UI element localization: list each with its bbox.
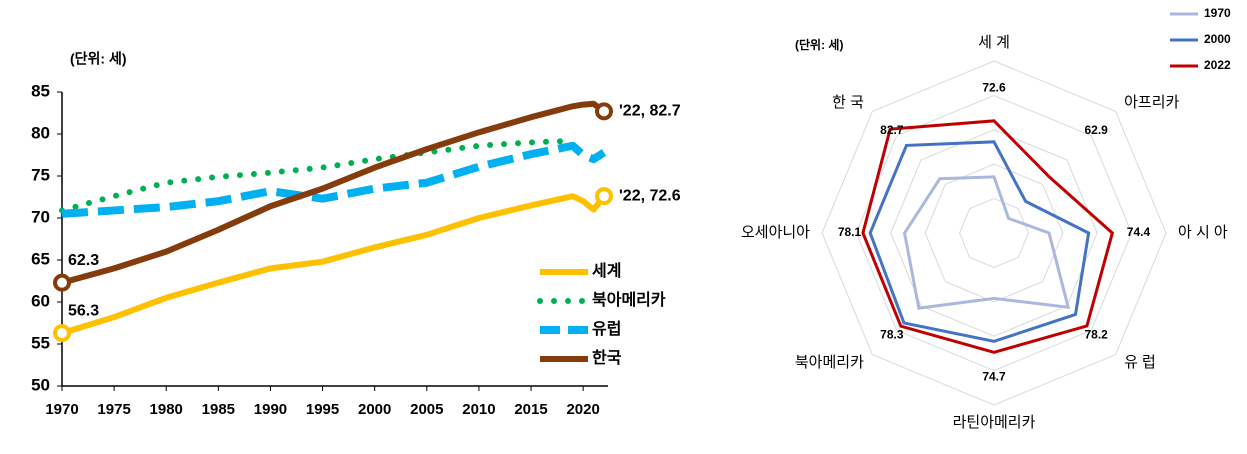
- legend-label: 1970: [1204, 6, 1231, 20]
- category-label: 오세아니아: [741, 224, 810, 241]
- legend-label: 2000: [1204, 32, 1231, 46]
- category-label: 세 계: [978, 34, 1010, 51]
- x-tick-label: 2010: [462, 401, 495, 418]
- end-marker: [53, 273, 71, 292]
- radar-series: [861, 119, 1115, 354]
- radar-series: [902, 175, 1071, 310]
- grid-ring: [924, 163, 1064, 303]
- x-tick-label: 2015: [514, 401, 547, 418]
- data-label: 78.3: [880, 327, 904, 341]
- y-tick-label: 75: [31, 165, 50, 184]
- category-label: 아프리카: [1124, 94, 1179, 111]
- legend-label: 한국: [592, 348, 622, 367]
- series-line: [61, 193, 607, 336]
- grid-ring: [959, 198, 1029, 268]
- y-tick-label: 55: [31, 333, 50, 352]
- grid-ring: [821, 60, 1167, 406]
- x-tick-label: 1970: [45, 401, 78, 418]
- data-label: 72.6: [982, 81, 1006, 95]
- series-line: [61, 100, 606, 286]
- data-label: 82.7: [880, 123, 904, 137]
- data-label: 74.4: [1127, 225, 1151, 239]
- y-tick-label: 85: [31, 81, 50, 100]
- x-tick-label: 2000: [358, 401, 391, 418]
- x-tick-label: 2020: [566, 401, 599, 418]
- subtitle: (단위: 세): [795, 37, 843, 52]
- category-label: 유 럽: [1124, 354, 1156, 371]
- x-tick-label: 1985: [202, 401, 235, 418]
- category-label: 아 시 아: [1178, 224, 1228, 241]
- x-tick-label: 1980: [150, 401, 183, 418]
- legend-label: 세계: [592, 261, 621, 280]
- grid-ring: [890, 129, 1098, 337]
- y-tick-label: 80: [31, 123, 50, 142]
- y-tick-label: 65: [31, 249, 50, 268]
- end-marker: [595, 187, 613, 206]
- data-label: '22, 72.6: [619, 187, 681, 204]
- data-label: 62.9: [1084, 123, 1108, 137]
- x-tick-label: 1990: [254, 401, 287, 418]
- legend-label: 북아메리카: [592, 291, 666, 309]
- x-tick-label: 1995: [306, 401, 339, 418]
- series-line: [59, 137, 576, 214]
- y-tick-label: 50: [31, 375, 50, 394]
- end-marker: [595, 102, 613, 121]
- category-label: 북아메리카: [795, 354, 864, 371]
- x-tick-label: 2005: [410, 401, 443, 418]
- data-label: 78.1: [838, 225, 862, 239]
- data-label: 78.2: [1084, 327, 1108, 341]
- radar-series: [868, 140, 1091, 343]
- grid-ring: [855, 94, 1133, 372]
- x-tick-label: 1975: [97, 401, 130, 418]
- category-label: 라틴아메리카: [953, 414, 1036, 431]
- end-marker: [53, 324, 71, 343]
- subtitle: (단위: 세): [70, 51, 127, 67]
- series-line: [61, 141, 607, 218]
- data-label: 74.7: [982, 370, 1006, 384]
- data-label: 62.3: [68, 252, 99, 269]
- legend-label: 2022: [1204, 58, 1231, 72]
- y-tick-label: 70: [31, 207, 50, 226]
- legend-label: 유럽: [592, 320, 621, 338]
- data-label: '22, 82.7: [619, 103, 681, 120]
- category-label: 한 국: [832, 94, 864, 111]
- y-tick-label: 60: [31, 291, 50, 310]
- data-label: 56.3: [68, 302, 99, 319]
